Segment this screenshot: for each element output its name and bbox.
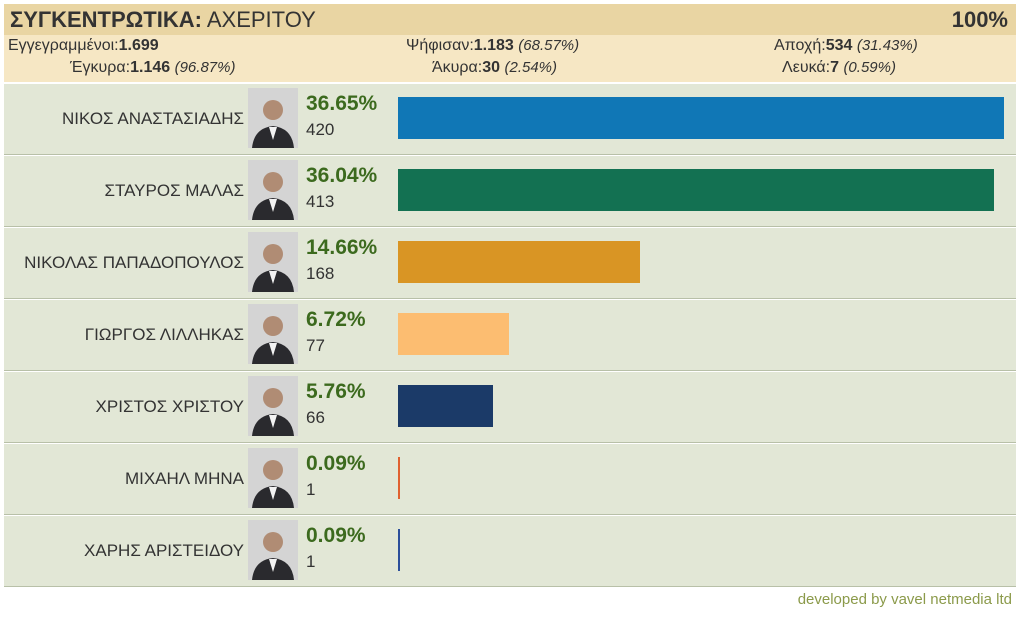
stat-valid-value: 1.146 (130, 59, 171, 76)
candidate-percent: 0.09% (306, 452, 366, 475)
stat-invalid-pct: (2.54%) (504, 59, 558, 76)
candidate-photo (248, 232, 298, 292)
stat-abstention-value: 534 (825, 37, 853, 54)
candidate-percent: 6.72% (306, 308, 366, 331)
candidate-name: ΣΤΑΥΡΟΣ ΜΑΛΑΣ (104, 181, 244, 200)
title-label: ΣΥΓΚΕΝΤΡΩΤΙΚΑ: (10, 7, 202, 32)
stat-blank-value: 7 (830, 59, 839, 76)
results-header: ΣΥΓΚΕΝΤΡΩΤΙΚΑ: ΑΧΕΡΙΤΟΥ 100% (4, 4, 1016, 35)
candidate-row: ΣΤΑΥΡΟΣ ΜΑΛΑΣ 36.04% 413 (4, 156, 1016, 227)
candidate-name: ΜΙΧΑΗΛ ΜΗΝΑ (124, 469, 244, 488)
person-silhouette-icon (248, 160, 298, 220)
candidate-votes: 1 (306, 552, 316, 571)
person-silhouette-icon (248, 376, 298, 436)
candidate-percent: 36.65% (306, 92, 378, 115)
candidate-row: ΧΑΡΗΣ ΑΡΙΣΤΕΙΔΟΥ 0.09% 1 (4, 516, 1016, 587)
candidate-row: ΓΙΩΡΓΟΣ ΛΙΛΛΗΚΑΣ 6.72% 77 (4, 300, 1016, 371)
candidate-percent: 0.09% (306, 524, 366, 547)
candidate-name: ΝΙΚΟΛΑΣ ΠΑΠΑΔΟΠΟΥΛΟΣ (24, 253, 244, 272)
candidate-photo (248, 376, 298, 436)
stat-blank: Λευκά:7 (0.59%) (782, 59, 896, 77)
candidate-row: ΝΙΚΟΛΑΣ ΠΑΠΑΔΟΠΟΥΛΟΣ 14.66% 168 (4, 228, 1016, 299)
candidate-name: ΧΑΡΗΣ ΑΡΙΣΤΕΙΔΟΥ (84, 541, 244, 560)
candidate-list: ΝΙΚΟΣ ΑΝΑΣΤΑΣΙΑΔΗΣ 36.65% 420 ΣΤΑΥΡΟΣ ΜΑΛΑΣ… (4, 84, 1016, 588)
candidate-percent: 36.04% (306, 164, 378, 187)
stat-valid-pct: (96.87%) (174, 59, 236, 76)
stat-registered-label: Εγγεγραμμένοι: (8, 37, 119, 54)
person-silhouette-icon (248, 232, 298, 292)
title-place: ΑΧΕΡΙΤΟΥ (206, 7, 316, 32)
person-silhouette-icon (248, 304, 298, 364)
stat-invalid-value: 30 (482, 59, 501, 76)
candidate-percent: 5.76% (306, 380, 366, 403)
stat-voted: Ψήφισαν:1.183 (68.57%) (406, 37, 579, 55)
stat-abstention-pct: (31.43%) (856, 37, 918, 54)
candidate-bar (398, 457, 400, 499)
candidate-votes: 168 (306, 264, 335, 283)
candidate-name: ΧΡΙΣΤΟΣ ΧΡΙΣΤΟΥ (95, 397, 244, 416)
candidate-votes: 66 (306, 408, 325, 427)
candidate-bar (398, 169, 994, 211)
stat-abstention-label: Αποχή: (774, 37, 826, 54)
person-silhouette-icon (248, 520, 298, 580)
stat-valid: Έγκυρα:1.146 (96.87%) (70, 59, 235, 77)
stat-abstention: Αποχή:534 (31.43%) (774, 37, 918, 55)
candidate-photo (248, 520, 298, 580)
candidate-row: ΧΡΙΣΤΟΣ ΧΡΙΣΤΟΥ 5.76% 66 (4, 372, 1016, 443)
page-title: ΣΥΓΚΕΝΤΡΩΤΙΚΑ: ΑΧΕΡΙΤΟΥ (10, 7, 316, 33)
candidate-row: ΜΙΧΑΗΛ ΜΗΝΑ 0.09% 1 (4, 444, 1016, 515)
candidate-name: ΓΙΩΡΓΟΣ ΛΙΛΛΗΚΑΣ (84, 325, 244, 344)
stat-voted-label: Ψήφισαν: (406, 37, 474, 54)
footer-credit[interactable]: developed by vavel netmedia ltd (797, 591, 1012, 608)
candidate-percent: 14.66% (306, 236, 378, 259)
candidate-photo (248, 160, 298, 220)
candidate-votes: 1 (306, 480, 316, 499)
candidate-bar (398, 313, 510, 355)
candidate-votes: 420 (306, 120, 335, 139)
stat-blank-pct: (0.59%) (843, 59, 896, 76)
person-silhouette-icon (248, 88, 298, 148)
stat-blank-label: Λευκά: (782, 59, 831, 76)
stat-registered-value: 1.699 (118, 37, 159, 54)
candidate-photo (248, 88, 298, 148)
candidate-votes: 413 (306, 192, 335, 211)
candidate-bar (398, 97, 1004, 139)
person-silhouette-icon (248, 448, 298, 508)
stat-voted-value: 1.183 (473, 37, 514, 54)
candidate-photo (248, 448, 298, 508)
candidate-bar (398, 385, 494, 427)
candidate-bar (398, 529, 400, 571)
stats-panel: Εγγεγραμμένοι:1.699 Ψήφισαν:1.183 (68.57… (4, 35, 1016, 82)
candidate-name: ΝΙΚΟΣ ΑΝΑΣΤΑΣΙΑΔΗΣ (62, 109, 244, 128)
stat-invalid-label: Άκυρα: (432, 59, 483, 76)
candidate-photo (248, 304, 298, 364)
candidate-row: ΝΙΚΟΣ ΑΝΑΣΤΑΣΙΑΔΗΣ 36.65% 420 (4, 84, 1016, 155)
stat-invalid: Άκυρα:30 (2.54%) (432, 59, 557, 77)
stat-voted-pct: (68.57%) (518, 37, 580, 54)
candidate-bar (398, 241, 641, 283)
candidate-votes: 77 (306, 336, 325, 355)
counted-percent: 100% (951, 7, 1008, 32)
stat-valid-label: Έγκυρα: (70, 59, 131, 76)
stat-registered: Εγγεγραμμένοι:1.699 (8, 37, 159, 55)
